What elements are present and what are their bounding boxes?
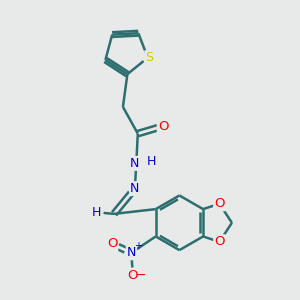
Text: O: O: [214, 197, 225, 210]
Text: O: O: [128, 268, 138, 282]
Text: N: N: [130, 182, 140, 195]
Text: N: N: [130, 157, 140, 170]
Text: +: +: [134, 241, 142, 251]
Text: O: O: [214, 235, 225, 248]
Text: O: O: [158, 120, 168, 133]
Text: H: H: [92, 206, 101, 219]
Text: S: S: [145, 51, 153, 64]
Text: −: −: [136, 268, 146, 282]
Text: H: H: [146, 155, 156, 168]
Text: O: O: [107, 237, 117, 250]
Text: N: N: [127, 246, 136, 259]
